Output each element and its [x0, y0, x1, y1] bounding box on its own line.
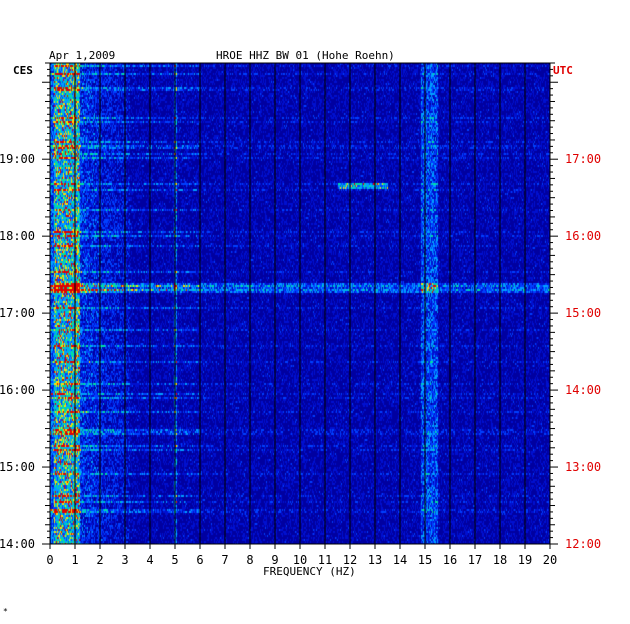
x-tick-label: 6 — [196, 553, 203, 567]
x-tick-label: 2 — [96, 553, 103, 567]
x-tick-label: 15 — [418, 553, 432, 567]
x-tick-label: 19 — [518, 553, 532, 567]
y-tick-label-right: 14:00 — [565, 383, 601, 397]
x-tick-label: 20 — [543, 553, 557, 567]
x-axis-title: FREQUENCY (HZ) — [263, 565, 356, 578]
y-tick-label-right: 13:00 — [565, 460, 601, 474]
x-tick-label: 17 — [468, 553, 482, 567]
footer-mark: * — [3, 607, 8, 616]
y-tick-label-left: 18:00 — [0, 229, 35, 243]
x-tick-label: 3 — [121, 553, 128, 567]
x-tick-label: 14 — [393, 553, 407, 567]
x-tick-label: 8 — [246, 553, 253, 567]
left-zone-label: CES — [13, 64, 33, 77]
y-tick-label-left: 19:00 — [0, 152, 35, 166]
y-tick-label-left: 17:00 — [0, 306, 35, 320]
x-tick-label: 0 — [46, 553, 53, 567]
y-tick-label-right: 16:00 — [565, 229, 601, 243]
x-tick-label: 11 — [318, 553, 332, 567]
x-tick-label: 10 — [293, 553, 307, 567]
y-tick-label-left: 14:00 — [0, 537, 35, 551]
y-tick-label-left: 16:00 — [0, 383, 35, 397]
x-tick-label: 9 — [271, 553, 278, 567]
x-tick-label: 5 — [171, 553, 178, 567]
date-label: Apr 1,2009 — [49, 49, 116, 62]
x-tick-label: 7 — [221, 553, 228, 567]
x-tick-label: 4 — [146, 553, 153, 567]
station-title: HROE HHZ BW 01 (Hohe Roehn) — [216, 49, 395, 62]
right-zone-label: UTC — [553, 64, 573, 77]
x-tick-label: 1 — [71, 553, 78, 567]
x-tick-label: 16 — [443, 553, 457, 567]
x-tick-label: 18 — [493, 553, 507, 567]
y-tick-label-left: 15:00 — [0, 460, 35, 474]
x-tick-label: 13 — [368, 553, 382, 567]
x-tick-label: 12 — [343, 553, 357, 567]
y-tick-label-right: 12:00 — [565, 537, 601, 551]
y-tick-label-right: 17:00 — [565, 152, 601, 166]
y-tick-label-right: 15:00 — [565, 306, 601, 320]
